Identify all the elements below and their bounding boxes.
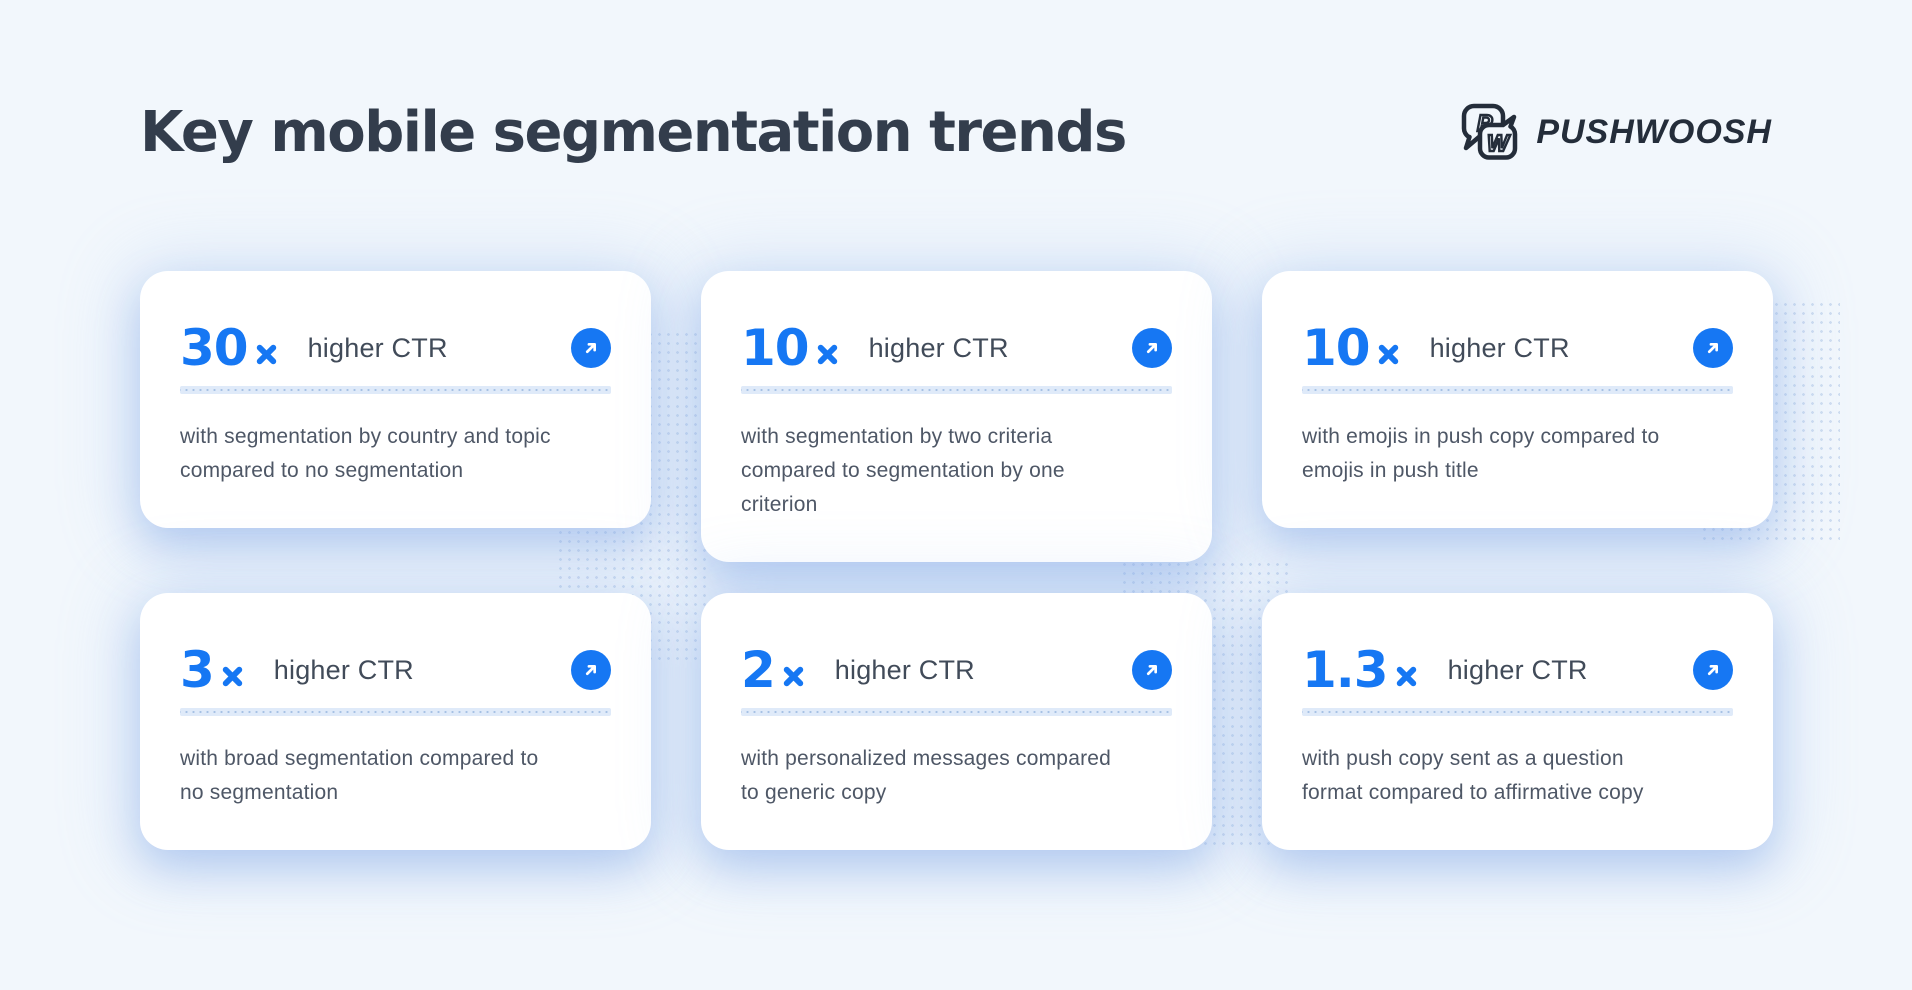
stat-card: 1.3 higher CTR with push copy sent as a … — [1262, 593, 1773, 850]
stat-label: higher CTR — [834, 654, 975, 685]
arrow-up-right-icon — [585, 343, 596, 354]
arrow-up-right-icon — [1146, 343, 1157, 354]
dotted-divider — [180, 708, 611, 716]
stat-multiplier: 1.3 — [1302, 641, 1389, 699]
stat-card: 10 higher CTR with emojis in push copy c… — [1262, 271, 1773, 528]
stat-card: 10 higher CTR with segmentation by two c… — [701, 271, 1212, 562]
stat-multiplier: 3 — [180, 641, 215, 699]
stat-card: 30 higher CTR with segmentation by count… — [140, 271, 651, 528]
stat-multiplier: 10 — [1302, 319, 1371, 377]
multiply-icon — [1378, 344, 1398, 364]
stat-card-header: 1.3 higher CTR — [1302, 641, 1733, 699]
open-link-button[interactable] — [1693, 328, 1733, 368]
arrow-up-right-icon — [1707, 343, 1718, 354]
brand-logo: P W PUSHWOOSH — [1456, 101, 1772, 163]
stat-description: with personalized messages compared to g… — [741, 747, 1112, 804]
dotted-divider — [1302, 386, 1733, 394]
arrow-up-right-icon — [1707, 665, 1718, 676]
multiply-icon — [783, 666, 804, 686]
stat-card-header: 10 higher CTR — [1302, 319, 1733, 377]
open-link-button[interactable] — [1132, 650, 1172, 690]
stat-multiplier: 30 — [180, 319, 249, 377]
open-link-button[interactable] — [1693, 650, 1733, 690]
stat-description: with emojis in push copy compared to emo… — [1302, 425, 1660, 482]
stat-card-header: 2 higher CTR — [741, 641, 1172, 699]
stat-description: with broad segmentation compared to no s… — [180, 747, 539, 804]
multiply-icon — [817, 344, 837, 364]
stat-description: with segmentation by country and topic c… — [180, 425, 551, 482]
stats-grid: 30 higher CTR with segmentation by count… — [140, 271, 1773, 850]
stat-label: higher CTR — [868, 332, 1009, 363]
dotted-divider — [741, 386, 1172, 394]
stat-label: higher CTR — [1429, 332, 1570, 363]
dotted-divider — [180, 386, 611, 394]
stat-card-header: 10 higher CTR — [741, 319, 1172, 377]
stat-card: 2 higher CTR with personalized messages … — [701, 593, 1212, 850]
arrow-up-right-icon — [585, 665, 596, 676]
stat-label: higher CTR — [307, 332, 448, 363]
svg-text:W: W — [1487, 130, 1511, 156]
stat-label: higher CTR — [1447, 654, 1588, 685]
arrow-up-right-icon — [1146, 665, 1157, 676]
stat-card: 3 higher CTR with broad segmentation com… — [140, 593, 651, 850]
dotted-divider — [741, 708, 1172, 716]
stat-multiplier: 2 — [741, 641, 776, 699]
header: Key mobile segmentation trends P W PUSHW… — [140, 88, 1772, 176]
pushwoosh-speech-bubbles-icon: P W — [1462, 103, 1518, 160]
page-title: Key mobile segmentation trends — [140, 99, 1127, 165]
stat-card-header: 30 higher CTR — [180, 319, 611, 377]
stat-description: with push copy sent as a question format… — [1302, 747, 1644, 804]
open-link-button[interactable] — [1132, 328, 1172, 368]
stat-multiplier: 10 — [741, 319, 810, 377]
multiply-icon — [256, 344, 276, 364]
stat-card-header: 3 higher CTR — [180, 641, 611, 699]
multiply-icon — [222, 666, 243, 686]
stat-label: higher CTR — [273, 654, 414, 685]
open-link-button[interactable] — [571, 328, 611, 368]
brand-wordmark: PUSHWOOSH — [1536, 112, 1772, 151]
dotted-divider — [1302, 708, 1733, 716]
stat-description: with segmentation by two criteria compar… — [741, 425, 1065, 516]
open-link-button[interactable] — [571, 650, 611, 690]
multiply-icon — [1396, 666, 1416, 686]
